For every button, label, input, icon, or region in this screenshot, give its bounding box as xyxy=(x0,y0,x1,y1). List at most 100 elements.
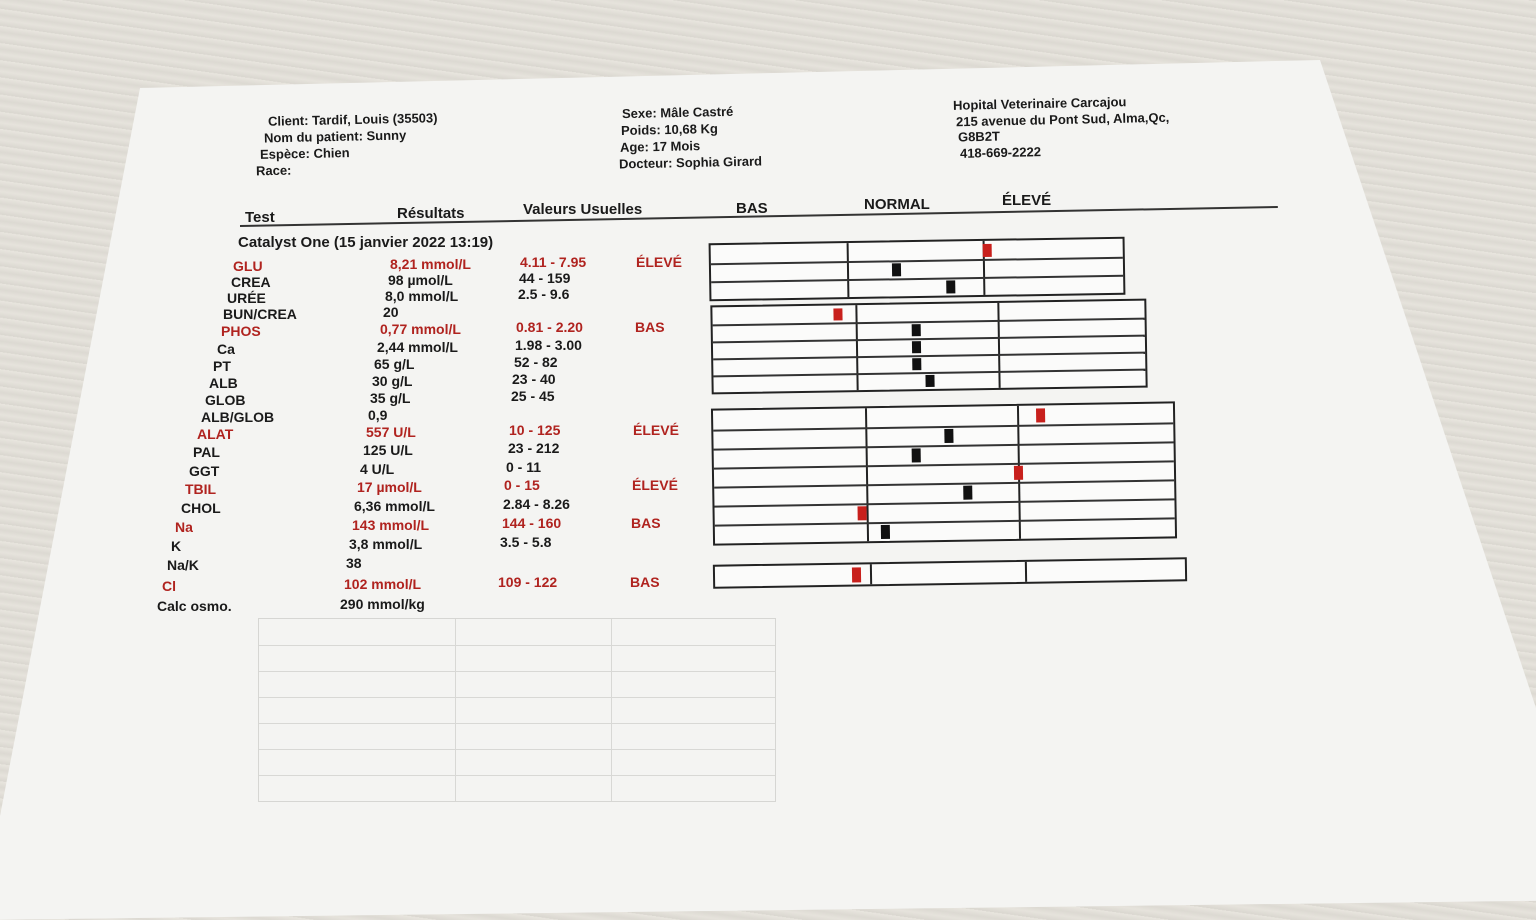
level-marker xyxy=(851,567,862,583)
col-eleve: ÉLEVÉ xyxy=(1002,192,1052,209)
test-range: 1.98 - 3.00 xyxy=(515,337,582,353)
test-flag: BAS xyxy=(631,515,661,531)
bar-row-line xyxy=(711,274,1124,283)
ghost-table xyxy=(258,618,776,802)
test-name: ALB xyxy=(209,375,238,391)
test-result: 102 mmol/L xyxy=(344,576,422,592)
bar-row-line xyxy=(713,460,1174,470)
test-range: 44 - 159 xyxy=(519,270,571,286)
level-marker xyxy=(1013,465,1023,480)
range-bar-group xyxy=(710,401,1178,546)
test-flag: BAS xyxy=(630,574,660,590)
test-result: 0,9 xyxy=(368,407,388,423)
section-title: Catalyst One (15 janvier 2022 13:19) xyxy=(238,234,494,251)
hospital-postal-code: G8B2T xyxy=(957,128,1001,145)
test-range: 2.5 - 9.6 xyxy=(518,286,570,302)
test-range: 23 - 40 xyxy=(512,371,556,387)
range-divider xyxy=(869,564,873,585)
test-result: 38 xyxy=(346,555,362,571)
test-range: 0.81 - 2.20 xyxy=(516,319,583,335)
test-result: 290 mmol/kg xyxy=(340,596,425,612)
col-bas: BAS xyxy=(736,200,768,217)
test-result: 0,77 mmol/L xyxy=(380,321,461,337)
sex-line: Sexe: Mâle Castré xyxy=(621,103,734,122)
test-result: 4 U/L xyxy=(360,461,395,477)
test-name: TBIL xyxy=(185,481,217,497)
test-name: CREA xyxy=(231,274,271,290)
species-line: Espèce: Chien xyxy=(259,145,350,162)
test-name: Na xyxy=(175,519,193,535)
test-name: BUN/CREA xyxy=(223,306,297,322)
level-marker xyxy=(911,341,922,354)
bar-row-line xyxy=(714,498,1175,508)
test-name: CHOL xyxy=(181,500,221,516)
bar-row-line xyxy=(714,479,1175,489)
test-range: 109 - 122 xyxy=(498,574,558,590)
level-marker xyxy=(880,524,891,539)
test-result: 3,8 mmol/L xyxy=(349,536,423,552)
bar-row-line xyxy=(712,317,1145,326)
test-result: 557 U/L xyxy=(366,424,416,440)
test-range: 25 - 45 xyxy=(511,388,555,404)
range-bar-group xyxy=(712,557,1188,589)
test-result: 6,36 mmol/L xyxy=(354,498,435,514)
test-name: ALB/GLOB xyxy=(201,409,275,425)
test-name: Ca xyxy=(217,341,235,357)
test-result: 8,0 mmol/L xyxy=(385,288,459,304)
level-marker xyxy=(963,485,973,500)
test-name: Na/K xyxy=(167,557,199,573)
hospital-address: 215 avenue du Pont Sud, Alma,Qc, xyxy=(955,109,1170,130)
range-bar-group xyxy=(710,298,1148,395)
range-bar-group xyxy=(708,236,1126,302)
range-divider xyxy=(1025,561,1028,582)
test-result: 17 µmol/L xyxy=(357,479,422,495)
test-range: 4.11 - 7.95 xyxy=(520,254,587,270)
level-marker xyxy=(911,324,921,337)
age-line: Age: 17 Mois xyxy=(619,138,701,155)
hospital-name: Hopital Veterinaire Carcajou xyxy=(952,94,1127,113)
weight-line: Poids: 10,68 Kg xyxy=(620,120,718,139)
test-result: 65 g/L xyxy=(374,356,415,372)
test-range: 23 - 212 xyxy=(508,440,560,456)
level-marker xyxy=(911,448,922,463)
bar-row-line xyxy=(714,517,1175,527)
test-flag: ÉLEVÉ xyxy=(633,422,679,438)
test-name: K xyxy=(171,538,182,554)
range-divider xyxy=(846,243,850,298)
level-marker xyxy=(892,263,902,277)
test-name: PT xyxy=(213,358,231,374)
client-line: Client: Tardif, Louis (35503) xyxy=(267,110,438,129)
col-test: Test xyxy=(245,209,275,226)
test-result: 8,21 mmol/L xyxy=(390,256,471,272)
test-result: 98 µmol/L xyxy=(388,272,453,288)
test-name: Cl xyxy=(162,578,176,594)
level-marker xyxy=(946,280,956,294)
test-flag: ÉLEVÉ xyxy=(636,254,682,270)
test-range: 2.84 - 8.26 xyxy=(503,496,570,512)
bar-row-line xyxy=(713,351,1146,360)
test-name: PHOS xyxy=(221,323,261,339)
test-flag: BAS xyxy=(635,319,665,335)
doctor-line: Docteur: Sophia Girard xyxy=(618,153,763,172)
test-range: 144 - 160 xyxy=(502,515,562,531)
test-range: 0 - 15 xyxy=(504,477,540,493)
level-marker xyxy=(857,506,867,521)
test-range: 0 - 11 xyxy=(506,459,542,475)
bar-row-line xyxy=(710,256,1123,265)
level-marker xyxy=(925,374,935,388)
lab-report: Client: Tardif, Louis (35503) Nom du pat… xyxy=(157,94,1278,802)
level-marker xyxy=(1035,408,1045,423)
col-normal: NORMAL xyxy=(864,196,930,213)
range-divider xyxy=(997,302,1001,388)
col-results: Résultats xyxy=(397,205,465,222)
col-ranges: Valeurs Usuelles xyxy=(523,201,643,218)
test-result: 35 g/L xyxy=(370,390,411,406)
test-name: GLOB xyxy=(205,392,246,408)
test-name: ALAT xyxy=(197,426,234,442)
range-divider xyxy=(854,305,859,391)
hospital-phone: 418-669-2222 xyxy=(959,144,1042,161)
test-name: GLU xyxy=(233,258,263,274)
bar-row-line xyxy=(712,334,1145,343)
breed-line: Race: xyxy=(255,162,292,179)
test-name: PAL xyxy=(193,444,220,460)
